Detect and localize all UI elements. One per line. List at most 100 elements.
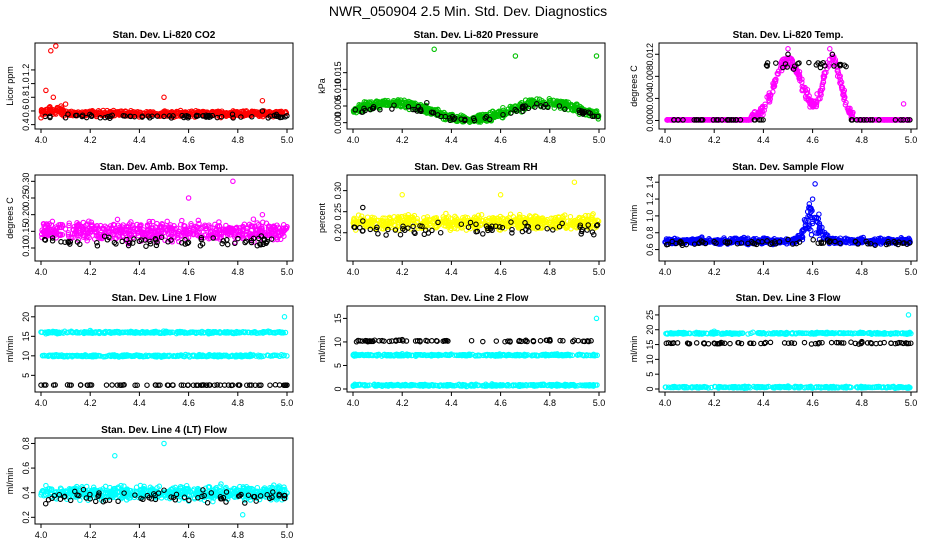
data-point: [161, 94, 167, 101]
data-point: [65, 111, 71, 117]
x-tick-label: 4.2: [84, 267, 97, 277]
data-point: [898, 117, 904, 123]
data-point: [530, 98, 536, 104]
data-point: [210, 330, 216, 336]
data-point: [58, 353, 65, 360]
data-point: [594, 222, 601, 228]
data-point: [93, 228, 99, 235]
data-point: [751, 117, 758, 123]
data-point: [218, 353, 224, 359]
data-point: [435, 112, 441, 118]
data-point: [65, 239, 72, 246]
data-point: [250, 216, 257, 222]
x-tick-label: 4.6: [494, 267, 507, 277]
data-point: [809, 218, 815, 225]
x-tick-label: 5.0: [281, 267, 294, 277]
data-point: [38, 115, 44, 121]
data-point: [764, 63, 770, 69]
plot-frame: [658, 174, 918, 262]
data-point: [265, 115, 271, 121]
data-point: [115, 108, 121, 115]
data-point: [205, 352, 211, 359]
data-point: [445, 222, 452, 229]
data-point: [352, 107, 359, 113]
data-point: [383, 232, 389, 238]
data-point: [522, 220, 528, 226]
data-point: [186, 330, 192, 336]
x-tick-label: 5.0: [593, 267, 606, 277]
data-point: [40, 220, 47, 227]
data-point: [254, 227, 260, 233]
data-point: [766, 99, 773, 105]
data-point: [579, 109, 586, 116]
plot-frame: [34, 174, 294, 262]
x-tick-label: 4.4: [757, 135, 770, 145]
data-point: [171, 234, 178, 240]
data-point: [421, 215, 427, 221]
data-point: [106, 234, 112, 241]
data-point: [842, 102, 849, 108]
data-point: [117, 224, 123, 230]
data-point: [80, 219, 87, 226]
data-point: [358, 213, 365, 219]
data-point: [197, 243, 204, 249]
data-point: [512, 53, 519, 59]
x-tick-label: 4.2: [396, 135, 409, 145]
data-point: [815, 240, 821, 246]
points-group: [350, 315, 600, 390]
data-point: [817, 64, 824, 71]
data-point: [257, 241, 263, 247]
data-point: [374, 224, 380, 231]
data-point: [423, 110, 430, 116]
data-point: [380, 222, 387, 229]
data-point: [206, 112, 212, 119]
data-point: [873, 117, 879, 123]
data-point: [454, 216, 460, 223]
panel-title: Stan. Dev. Gas Stream RH: [414, 162, 537, 173]
x-tick-label: 4.8: [232, 398, 245, 408]
data-point: [499, 224, 506, 231]
data-point: [762, 101, 768, 108]
data-point: [790, 237, 796, 244]
data-point: [151, 353, 157, 360]
data-point: [164, 382, 171, 388]
data-point: [117, 382, 123, 388]
data-point: [137, 353, 143, 359]
data-point: [281, 227, 288, 233]
data-point: [152, 235, 159, 242]
data-point: [806, 222, 813, 228]
data-point: [39, 109, 45, 115]
data-point: [804, 208, 811, 215]
data-point: [180, 382, 187, 388]
data-point: [401, 97, 408, 104]
data-point: [466, 119, 473, 125]
data-point: [467, 219, 474, 226]
panel-title: Stan. Dev. Li-820 Temp.: [733, 30, 844, 41]
data-point: [855, 238, 862, 244]
data-point: [907, 240, 913, 246]
data-point: [818, 240, 825, 247]
data-point: [562, 99, 568, 105]
data-point: [796, 239, 803, 245]
plot-panel: Stan. Dev. Gas Stream RH4.0 4.2 4.4 4.6 4.8 5…: [317, 162, 606, 277]
data-point: [367, 219, 373, 225]
data-point: [243, 238, 249, 244]
panel-title: Stan. Dev. Line 1 Flow: [112, 293, 217, 304]
data-point: [495, 109, 502, 115]
data-point: [904, 241, 910, 247]
data-point: [397, 231, 404, 238]
data-point: [84, 382, 90, 388]
data-point: [772, 76, 779, 83]
data-point: [41, 382, 48, 388]
data-point: [487, 226, 494, 232]
data-point: [109, 382, 115, 388]
data-point: [395, 218, 402, 224]
data-point: [458, 221, 465, 227]
y-tick-label: 10: [21, 351, 31, 361]
data-point: [509, 230, 515, 236]
data-point: [380, 101, 387, 108]
data-point: [137, 225, 143, 232]
data-point: [855, 241, 861, 247]
data-point: [281, 233, 287, 239]
data-point: [186, 227, 192, 234]
